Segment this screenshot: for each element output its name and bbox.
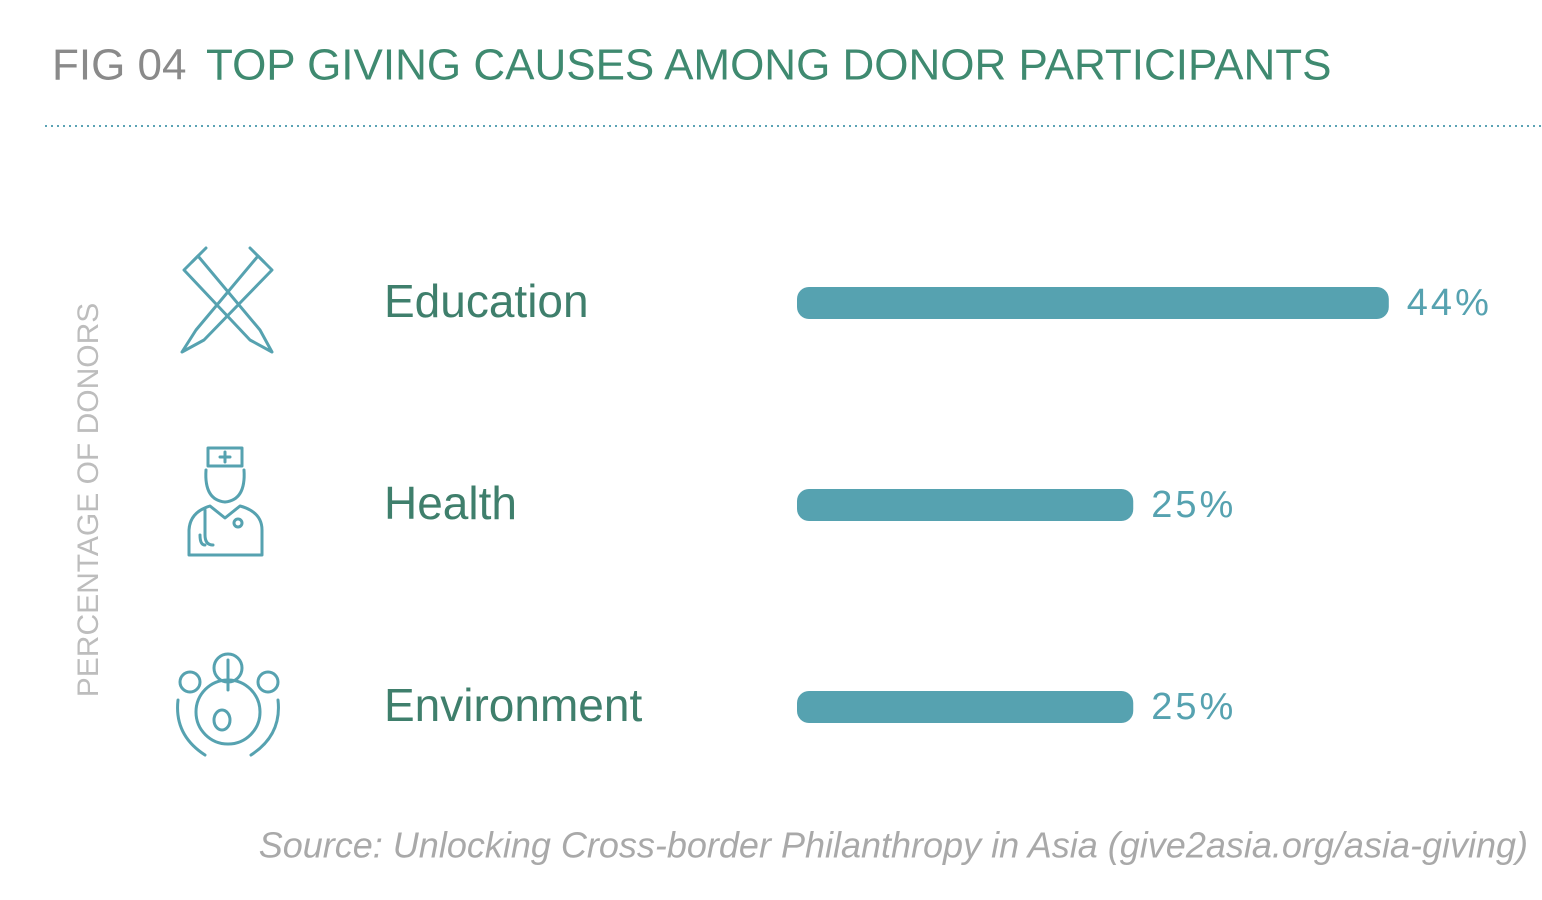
bar (797, 287, 1389, 319)
value-label: 25% (1151, 484, 1236, 526)
category-label: Education (384, 275, 589, 327)
chart-title: TOP GIVING CAUSES AMONG DONOR PARTICIPAN… (206, 41, 1331, 90)
value-label: 25% (1151, 686, 1236, 728)
category-label: Health (384, 477, 517, 529)
bar (797, 489, 1134, 521)
source-note: Source: Unlocking Cross-border Philanthr… (259, 825, 1528, 866)
category-label: Environment (384, 679, 642, 731)
environment-icon (176, 652, 280, 757)
education-icon (180, 246, 274, 354)
figure-label: FIG 04 (52, 41, 187, 90)
bar (797, 691, 1134, 723)
health-icon (187, 446, 264, 557)
y-axis-label: PERCENTAGE OF DONORS (72, 303, 105, 697)
value-label: 44% (1407, 282, 1492, 324)
